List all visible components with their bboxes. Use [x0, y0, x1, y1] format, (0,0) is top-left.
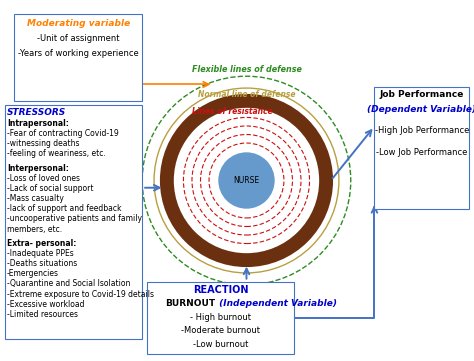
Text: members, etc.: members, etc.: [7, 225, 62, 234]
Text: -Low Job Performance: -Low Job Performance: [376, 148, 467, 157]
Text: -Inadequate PPEs: -Inadequate PPEs: [7, 249, 74, 258]
Text: REACTION: REACTION: [192, 285, 248, 295]
Text: BURNOUT: BURNOUT: [165, 299, 216, 308]
Text: Flexible lines of defense: Flexible lines of defense: [191, 65, 301, 74]
Text: -Deaths situations: -Deaths situations: [7, 259, 77, 268]
Text: -Moderate burnout: -Moderate burnout: [181, 326, 260, 335]
Text: -Extreme exposure to Covid-19 details: -Extreme exposure to Covid-19 details: [7, 290, 154, 299]
Text: - High burnout: - High burnout: [190, 313, 251, 322]
Text: -lack of support and feedback: -lack of support and feedback: [7, 204, 122, 213]
Text: -feeling of weariness, etc.: -feeling of weariness, etc.: [7, 149, 106, 158]
FancyBboxPatch shape: [5, 105, 142, 339]
Text: Lines of resistance: Lines of resistance: [192, 106, 273, 116]
Text: Normal line of defense: Normal line of defense: [198, 90, 295, 99]
Text: -Low burnout: -Low burnout: [193, 340, 248, 349]
Text: -Quarantine and Social Isolation: -Quarantine and Social Isolation: [7, 279, 130, 288]
Text: Moderating variable: Moderating variable: [27, 19, 130, 28]
Text: Job Performance: Job Performance: [380, 90, 464, 99]
Text: -High Job Performance: -High Job Performance: [374, 126, 469, 135]
FancyBboxPatch shape: [147, 282, 294, 354]
Text: -uncooperative patients and family: -uncooperative patients and family: [7, 214, 142, 223]
FancyBboxPatch shape: [374, 87, 469, 209]
FancyBboxPatch shape: [14, 14, 142, 101]
Text: Extra- personal:: Extra- personal:: [7, 239, 76, 248]
Text: -Fear of contracting Covid-19: -Fear of contracting Covid-19: [7, 129, 119, 138]
Text: STRESSORS: STRESSORS: [7, 108, 66, 117]
Text: -Emergencies: -Emergencies: [7, 269, 59, 278]
Text: Intrapersonal:: Intrapersonal:: [7, 119, 69, 128]
Text: NURSE: NURSE: [233, 176, 260, 185]
Text: -Excessive workload: -Excessive workload: [7, 300, 85, 309]
Text: -witnessing deaths: -witnessing deaths: [7, 139, 80, 148]
Text: -Unit of assignment: -Unit of assignment: [37, 34, 119, 43]
Ellipse shape: [219, 153, 274, 208]
Text: -Years of working experience: -Years of working experience: [18, 49, 138, 58]
Text: Interpersonal:: Interpersonal:: [7, 164, 69, 173]
Text: (Dependent Variable): (Dependent Variable): [367, 105, 474, 114]
Text: (Independent Variable): (Independent Variable): [216, 299, 337, 308]
Text: -Lack of social support: -Lack of social support: [7, 184, 93, 193]
Text: -Loss of loved ones: -Loss of loved ones: [7, 174, 80, 183]
Text: -Limited resources: -Limited resources: [7, 310, 78, 319]
Text: -Mass casualty: -Mass casualty: [7, 194, 64, 203]
